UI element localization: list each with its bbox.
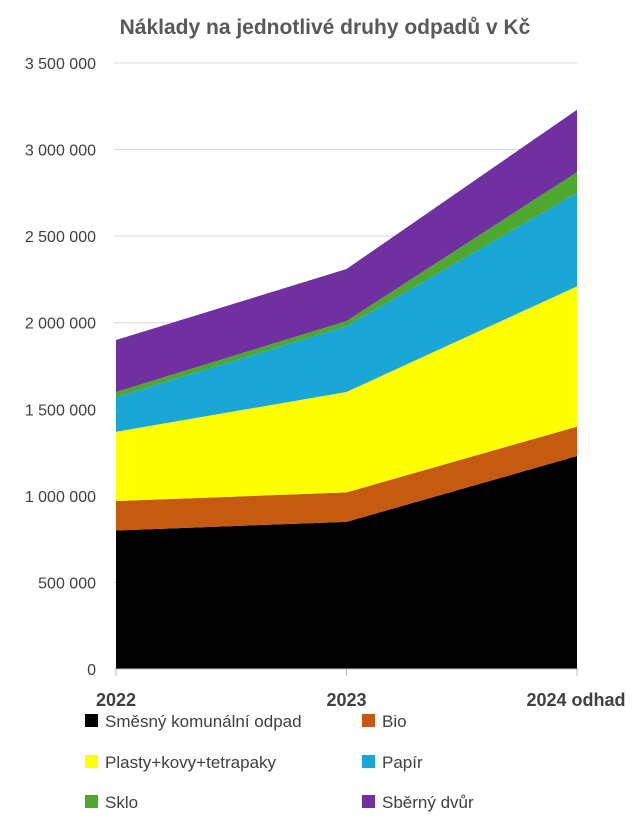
legend-swatch <box>362 714 375 727</box>
legend-label: Papír <box>382 753 423 772</box>
area-sb-rn-dv-r <box>116 109 577 392</box>
y-tick-label: 2 500 000 <box>25 229 96 246</box>
legend-swatch <box>85 714 98 727</box>
area-series <box>116 109 577 669</box>
legend-swatch <box>85 755 98 768</box>
area-bio <box>116 426 577 531</box>
legend-label: Sklo <box>105 793 138 812</box>
y-tick-label: 3 000 000 <box>25 143 96 160</box>
legend: Směsný komunální odpad Bio Plasty+kovy+tet… <box>85 712 474 812</box>
y-tick-label: 3 500 000 <box>25 56 96 73</box>
legend-label: Plasty+kovy+tetrapaky <box>105 753 277 772</box>
y-tick-label: 500 000 <box>38 575 96 592</box>
x-tick-label: 2024 odhad <box>526 690 625 710</box>
area-sm-sn-komun-ln-odpad <box>116 456 577 669</box>
chart-title: Náklady na jednotlivé druhy odpadů v Kč <box>120 16 531 39</box>
legend-label: Sběrný dvůr <box>382 793 474 812</box>
legend-swatch <box>362 755 375 768</box>
legend-item: Plasty+kovy+tetrapaky <box>85 753 277 772</box>
area-plasty-kovy-tetrapaky <box>116 286 577 502</box>
legend-item: Sběrný dvůr <box>362 793 474 812</box>
legend-item: Sklo <box>85 793 138 812</box>
legend-item: Papír <box>362 753 423 772</box>
y-tick-label: 1 500 000 <box>25 402 96 419</box>
legend-swatch <box>362 795 375 808</box>
legend-item: Bio <box>362 712 407 731</box>
x-axis: 2022 2023 2024 odhad <box>96 668 626 710</box>
legend-label: Bio <box>382 712 407 731</box>
legend-swatch <box>85 795 98 808</box>
y-tick-label: 2 000 000 <box>25 316 96 333</box>
legend-label: Směsný komunální odpad <box>105 712 302 731</box>
x-tick-label: 2022 <box>96 690 136 710</box>
x-tick-label: 2023 <box>326 690 366 710</box>
y-axis: 0 500 000 1 000 000 1 500 000 2 000 000 2 500… <box>25 56 96 679</box>
legend-item: Směsný komunální odpad <box>85 712 302 731</box>
y-tick-label: 0 <box>87 662 96 679</box>
area-pap-r <box>116 192 577 432</box>
y-tick-label: 1 000 000 <box>25 489 96 506</box>
